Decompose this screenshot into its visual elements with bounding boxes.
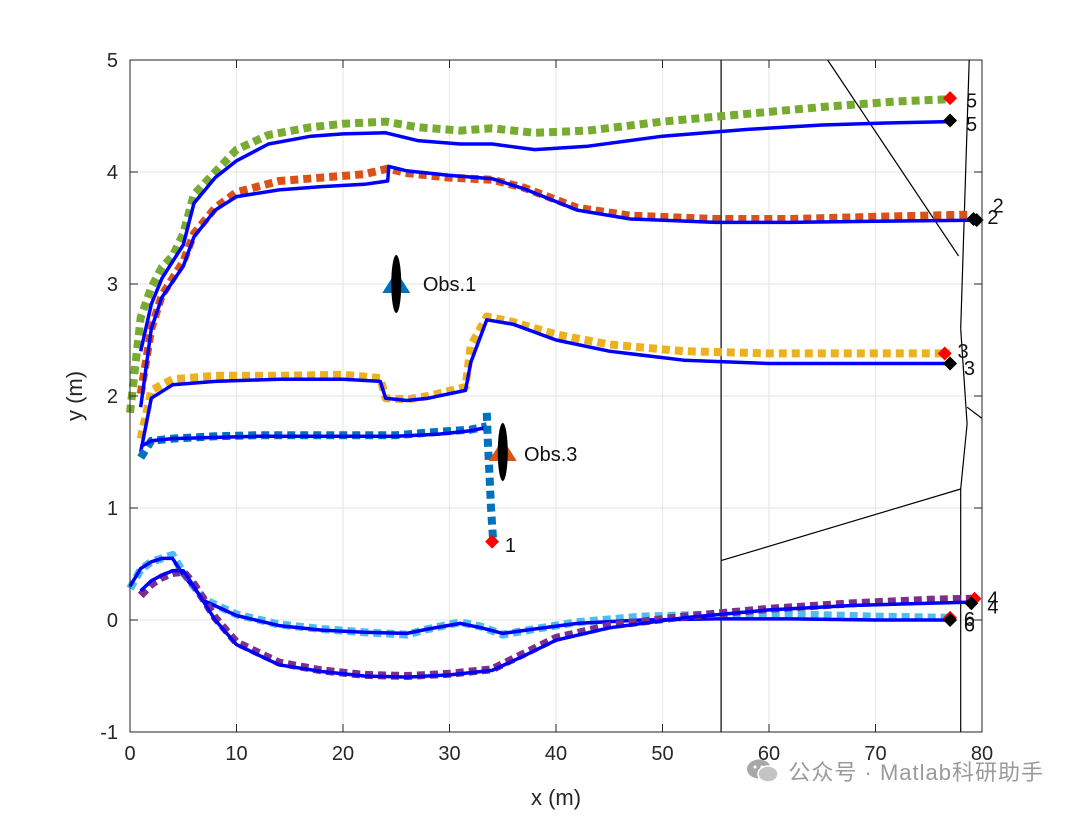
actual-trajectory: [138, 119, 951, 352]
end-marker: [943, 356, 958, 371]
x-tick-label: 20: [332, 743, 354, 765]
end-marker-label: 6: [964, 609, 975, 631]
actual-trajectory: [138, 318, 951, 453]
boundary-line: [960, 423, 968, 490]
end-marker-label: 2: [993, 196, 1004, 218]
x-tick-label: 60: [758, 743, 780, 765]
boundary-line: [960, 328, 968, 425]
end-marker: [943, 91, 958, 106]
obstacle-ellipse: [391, 255, 402, 313]
road-boundary-lines: [720, 59, 983, 732]
actual-trajectory: [139, 425, 488, 448]
reference-trajectory: [136, 312, 951, 440]
axis-ticks: 0 10 20 30 40 50 60 70 80 -1 0 1 2 3 4 5: [100, 50, 993, 765]
boundary-line: [720, 488, 961, 562]
x-axis-label: x (m): [531, 785, 581, 810]
x-tick-label: 40: [545, 743, 567, 765]
y-tick-label: 0: [107, 610, 118, 632]
boundary-line: [966, 406, 983, 419]
end-marker-label: 3: [964, 358, 975, 380]
boundary-line: [827, 59, 960, 257]
end-marker-label: 3: [958, 341, 969, 363]
y-tick-label: 2: [107, 386, 118, 408]
x-tick-label: 80: [971, 743, 993, 765]
x-tick-label: 50: [651, 743, 673, 765]
end-marker: [966, 212, 981, 227]
obstacle-label: Obs.1: [423, 274, 476, 296]
y-tick-label: 5: [107, 50, 118, 72]
x-tick-label: 70: [864, 743, 886, 765]
end-marker: [943, 113, 958, 128]
x-tick-label: 0: [124, 743, 135, 765]
reference-trajectory: [136, 164, 972, 395]
end-marker-label: 5: [966, 114, 977, 136]
actual-trajectory: [139, 568, 972, 679]
y-tick-label: -1: [100, 722, 118, 744]
y-tick-label: 4: [107, 162, 118, 184]
end-marker-label: 1: [505, 535, 516, 557]
end-marker: [964, 596, 979, 611]
x-tick-label: 10: [225, 743, 247, 765]
end-marker-label: 4: [987, 589, 998, 611]
watermark: 公众号 · Matlab科研助手: [746, 755, 1044, 787]
end-marker-label: 4: [987, 597, 998, 619]
watermark-text: 公众号 · Matlab科研助手: [788, 760, 1044, 785]
end-marker: [937, 346, 952, 361]
reference-trajectory: [482, 412, 498, 542]
end-marker-label: 6: [964, 614, 975, 636]
obstacles: Obs.1 Obs.3: [382, 255, 577, 481]
end-marker: [485, 534, 500, 549]
reference-trajectory: [126, 95, 951, 414]
x-tick-label: 30: [438, 743, 460, 765]
end-marker-label: 5: [966, 90, 977, 112]
boundary-line: [960, 59, 970, 329]
trajectory-series: [126, 95, 972, 680]
obstacle-ellipse: [497, 423, 508, 481]
end-marker-label: 2: [987, 207, 998, 229]
end-marker: [943, 613, 958, 627]
y-axis-label: y (m): [62, 371, 87, 421]
obstacle-label: Obs.3: [524, 444, 577, 466]
wechat-icon: [747, 759, 780, 783]
y-tick-label: 3: [107, 274, 118, 296]
y-tick-label: 1: [107, 498, 118, 520]
actual-trajectory: [138, 164, 972, 408]
